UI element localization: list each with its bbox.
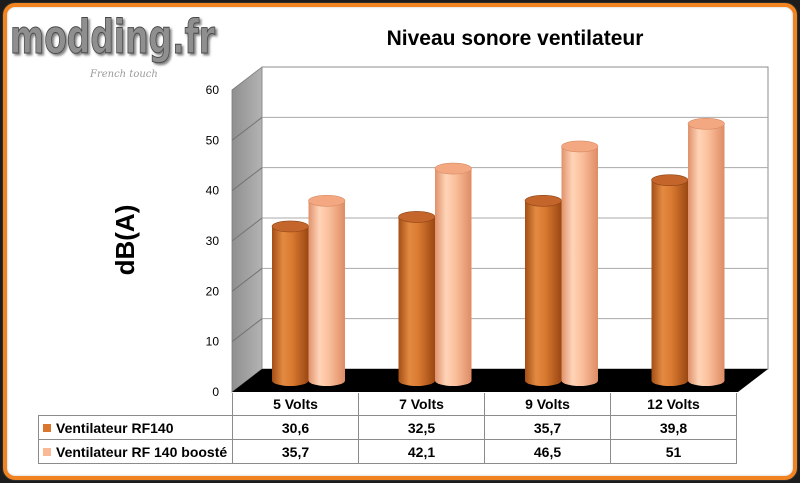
bar-ventilateur-rf-140-booste-12-volts [687, 118, 725, 387]
gridline-side [231, 217, 263, 242]
category-header-5v: 5 Volts [232, 393, 359, 416]
y-tick-label: 30 [206, 234, 220, 248]
gridline-side [231, 318, 263, 343]
bar-top [308, 195, 346, 207]
y-axis-label: dB(A) [110, 204, 140, 276]
y-tick-label: 20 [206, 284, 220, 298]
bar-top [687, 118, 725, 130]
y-tick-label: 0 [212, 385, 219, 399]
series-name-cell-rf140-boost: Ventilateur RF 140 boosté [38, 439, 233, 464]
bar-body [308, 200, 345, 387]
bar-body [688, 123, 725, 387]
bar-ventilateur-rf140-5-volts [271, 220, 309, 387]
gridline-side [231, 167, 263, 192]
y-tick-label: 50 [206, 133, 220, 147]
table-row-rf140-boost: Ventilateur RF 140 boosté 35,7 42,1 46,5… [38, 439, 737, 464]
value-rf140-12v: 39,8 [610, 415, 737, 440]
bar-top [271, 220, 309, 233]
value-rf140-boost-7v: 42,1 [358, 439, 485, 464]
bar-body [651, 180, 688, 387]
logo-wordmark: modding.fr [10, 10, 215, 64]
bar-ventilateur-rf-140-booste-7-volts [434, 162, 472, 387]
bar-body [525, 200, 562, 387]
bar-top [524, 195, 562, 207]
series-name-rf140-boost: Ventilateur RF 140 boosté [56, 443, 228, 460]
table-corner [39, 393, 233, 416]
y-tick-label: 40 [206, 184, 220, 198]
bar-top [398, 211, 436, 223]
table-header-row: 5 Volts 7 Volts 9 Volts 12 Volts [39, 393, 737, 416]
gridline-side [231, 116, 263, 141]
category-header-7v: 7 Volts [358, 393, 485, 416]
y-tick-label: 10 [206, 335, 220, 349]
bar-top [651, 174, 689, 186]
bar-body [398, 216, 435, 387]
logo-tagline: French touch [89, 69, 158, 80]
chart-title: Niveau sonore ventilateur [386, 27, 644, 50]
value-rf140-boost-9v: 46,5 [484, 439, 611, 464]
legend-key-rf140-boost [43, 447, 51, 456]
value-rf140-boost-5v: 35,7 [232, 439, 359, 464]
bar-body [561, 146, 598, 387]
category-header-9v: 9 Volts [484, 393, 611, 416]
y-tick-label: 60 [206, 83, 220, 97]
legend-key-rf140 [43, 423, 51, 432]
bar-ventilateur-rf-140-booste-5-volts [308, 195, 346, 387]
gridline-side [231, 267, 263, 292]
series-name-cell-rf140: Ventilateur RF140 [38, 415, 233, 440]
bar-ventilateur-rf-140-booste-9-volts [561, 140, 599, 387]
bar-ventilateur-rf140-9-volts [524, 195, 562, 387]
table-row-rf140: Ventilateur RF140 30,6 32,5 35,7 39,8 [38, 415, 737, 440]
series-name-rf140: Ventilateur RF140 [56, 419, 174, 436]
data-table: 5 Volts 7 Volts 9 Volts 12 Volts Ventila… [38, 393, 737, 464]
value-rf140-7v: 32,5 [358, 415, 485, 440]
value-rf140-boost-12v: 51 [610, 439, 737, 464]
site-logo: modding.fr French touch [10, 10, 216, 81]
value-rf140-5v: 30,6 [232, 415, 359, 440]
bar-ventilateur-rf140-12-volts [651, 174, 689, 387]
bar-top [561, 140, 599, 153]
value-rf140-9v: 35,7 [484, 415, 611, 440]
bar-body [272, 226, 309, 387]
chart-floor [232, 369, 768, 392]
category-header-12v: 12 Volts [610, 393, 737, 416]
bar-ventilateur-rf140-7-volts [398, 211, 436, 387]
bar-top [434, 162, 472, 175]
bar-body [435, 168, 472, 387]
